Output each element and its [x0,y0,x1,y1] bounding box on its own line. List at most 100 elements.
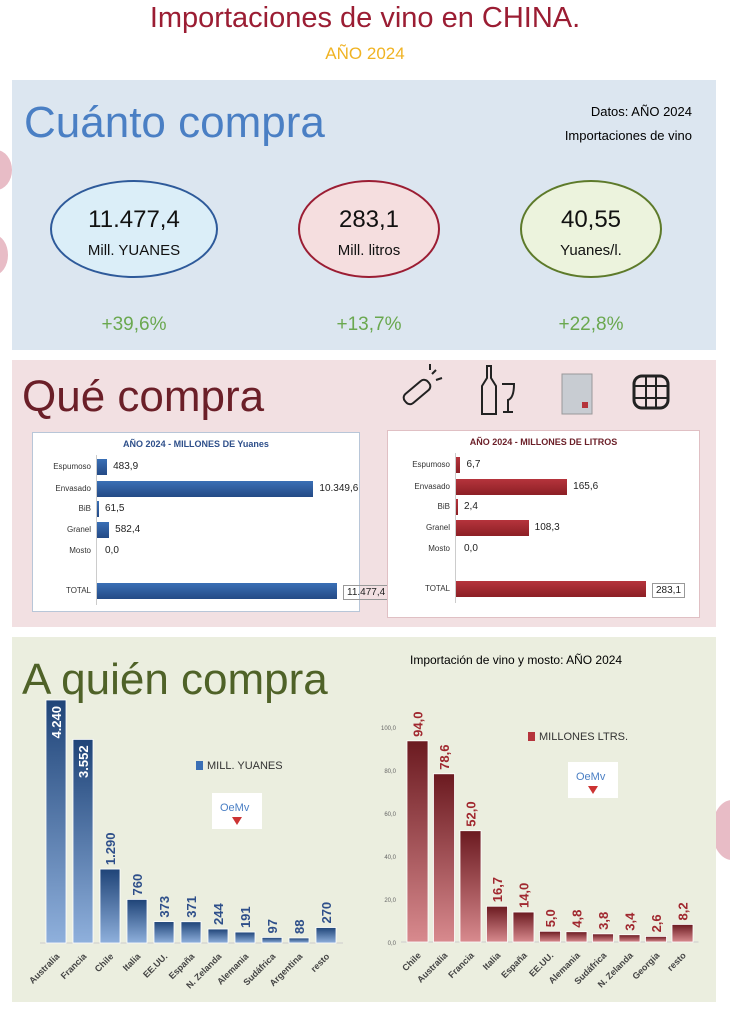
kpi-value: 283,1 [338,206,400,233]
category-label: Espumoso [53,462,91,471]
y-tick: 60,0 [384,812,396,818]
chart-title: AÑO 2024 - MILLONES DE LITROS [469,437,618,447]
data-label: 2,4 [464,501,478,512]
bar-N. Zelanda [618,934,641,943]
data-label: 371 [184,896,199,918]
data-label: 0,0 [105,545,119,556]
kpi-change: +22,8% [558,314,624,335]
data-label: 244 [211,903,226,925]
barrel-icon [632,374,670,410]
legend-swatch [528,732,535,741]
category-label: Georgia [630,950,662,982]
data-label: 2,6 [649,914,664,932]
data-label: 3,8 [596,912,611,930]
kpi-unit: Yuanes/l. [560,242,622,259]
data-label: 4,8 [570,910,585,928]
bottle-glass-icon [481,365,516,415]
page-title: Importaciones de vino en CHINA. [149,2,581,34]
bar [97,522,110,538]
bar-Australia [433,773,455,943]
data-label: 16,7 [490,877,505,902]
bag-in-box-icon [561,373,593,415]
category-label: Italia [121,951,143,973]
category-label: Granel [66,525,91,534]
axis-line [455,453,456,603]
bar [456,581,646,597]
category-label: Chile [400,950,423,973]
data-label: 52,0 [464,801,479,826]
bar [456,499,458,515]
bar [97,481,314,497]
data-label: 61,5 [105,503,125,514]
category-label: Mosto [428,544,450,553]
y-tick: 0,0 [388,941,397,947]
axis-line [96,455,97,605]
bar [456,479,568,495]
kpi-unit: Mill. YUANES [87,242,181,259]
legend-label: MILL. YUANES [207,760,283,772]
category-label: Francia [446,950,476,980]
category-label: Envasado [414,482,450,491]
subtitle: Importación de vino y mosto: AÑO 2024 [410,653,623,667]
data-label: 88 [292,919,307,933]
bar-Argentina [288,937,310,944]
category-label: Espumoso [412,460,450,469]
bar-Sudáfrica [592,933,614,943]
data-label: 191 [238,906,253,928]
product-icons [402,364,670,415]
section-heading: Cuánto compra [24,98,325,147]
bar-Francia [72,739,94,944]
data-label: 0,0 [464,543,478,554]
data-label: 3,4 [623,912,638,931]
oemv-logo: OeMv [212,793,262,829]
legend-label: MILLONES LTRS. [539,731,628,743]
kpi-change: +39,6% [101,314,167,335]
data-label: 6,7 [466,459,481,470]
bar-Australia [45,699,67,944]
bar-Francia [459,830,482,943]
data-label: 3.552 [76,745,91,778]
data-label: 14,0 [517,883,532,908]
kpi-ellipse: 40,55 Yuanes/l. [520,180,662,278]
bar-Alemania [565,931,588,943]
data-label: 8,2 [676,902,691,920]
bar-Alemania [234,931,256,944]
y-tick: 100,0 [381,726,397,732]
category-label: Chile [93,951,116,974]
category-label: BiB [78,504,91,513]
data-label: 10.349,6 [319,483,359,494]
bar [456,457,461,473]
category-label: Australia [27,951,62,986]
data-label: 78,6 [437,744,452,769]
chart-title: AÑO 2024 - MILLONES DE Yuanes [123,439,269,449]
bar-España [180,921,202,944]
legend-swatch [196,761,203,770]
bar [97,459,108,475]
section-cuanto-compra: Cuánto compra Datos: AÑO 2024 Importacio… [12,80,716,350]
data-label: 165,6 [573,481,599,492]
bar-Chile [406,740,429,943]
kpi-value: 11.477,4 [88,206,180,233]
y-tick: 80,0 [384,769,396,775]
bar-N. Zelanda [207,928,229,944]
data-source: Datos: AÑO 2024 [590,104,692,119]
bar [456,520,529,536]
data-label: 4.240 [49,706,64,739]
charts-by-country: 4.240 Australia 3.552 Francia 1.290 Chile 760 I… [27,699,699,991]
page-year: AÑO 2024 [325,44,405,63]
bar-resto [671,924,694,943]
data-label: 108,3 [534,522,560,533]
kpi-unit: Mill. litros [337,242,401,259]
data-label: 5,0 [543,909,558,927]
category-label: Italia [481,950,503,972]
category-label: EE.UU. [141,951,169,979]
section-heading: Qué compra [22,372,265,421]
category-label: Granel [425,523,450,532]
data-label: 582,4 [115,524,141,535]
chart-litres-by-product: AÑO 2024 - MILLONES DE LITROS Espumoso 6,7… [387,430,700,618]
data-label: 1.290 [103,833,118,866]
bar-Georgia [645,936,667,943]
bar-EE.UU. [539,930,561,943]
decor-circle [0,150,12,190]
category-label: TOTAL [65,586,91,595]
